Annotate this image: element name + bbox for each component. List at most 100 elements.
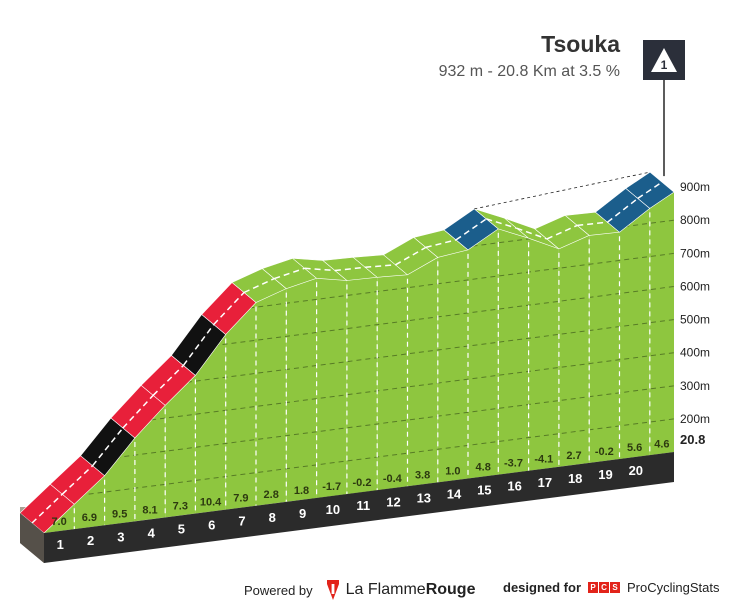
km-base-band: [44, 452, 674, 563]
climb-title: Tsouka: [541, 31, 620, 57]
km-label-13: 13: [417, 490, 431, 505]
altitude-gridline-500: [44, 319, 674, 402]
gradient-label-4: 8.1: [142, 504, 157, 516]
profile-slice-13: [407, 257, 438, 487]
km-marker-lines: [73, 212, 651, 530]
profile-slice-20: [619, 208, 650, 459]
altitude-gridline-700: [44, 252, 674, 335]
profile-slice-18: [558, 235, 590, 467]
powered-by-text: Powered by: [244, 582, 313, 598]
ribbon-centerline-5: [152, 364, 184, 396]
altitude-tick-600: 600m: [680, 280, 710, 294]
gradient-label-20: 5.6: [627, 442, 642, 454]
altitude-tick-400: 400m: [680, 346, 710, 360]
ribbon-centerline-6: [182, 324, 215, 366]
badge-category: 1: [661, 58, 668, 72]
km-label-9: 9: [299, 506, 306, 521]
ribbon-centerline-1: [31, 493, 63, 524]
ribbon-centerline-12: [365, 264, 396, 269]
profile-slice-11: [346, 277, 378, 495]
pcs-logo-c: C: [599, 582, 610, 593]
designed-for-text: designed for: [503, 580, 582, 595]
gradient-label-19: -0.2: [595, 446, 614, 458]
ribbon-centerline-9: [274, 267, 305, 280]
brand-bold: Rouge: [425, 581, 476, 598]
profile-slice-19: [589, 232, 620, 463]
ribbon-centerline-11: [334, 266, 366, 272]
ribbon-centerline-21: [637, 181, 663, 200]
km-label-5: 5: [178, 522, 185, 537]
ribbon-centerline-14: [425, 239, 457, 249]
profile-top-ribbon: [19, 171, 675, 534]
gradient-label-3: 9.5: [112, 508, 127, 520]
brand-light: La Flamme: [345, 581, 426, 598]
pcs-logo-p: P: [588, 582, 599, 593]
gradient-label-9: 1.8: [294, 485, 309, 497]
footer-designed-for: designed for P C S ProCyclingStats: [503, 580, 720, 595]
profile-slice-7: [225, 302, 256, 510]
km-label-11: 11: [356, 498, 370, 513]
ribbon-centerline-18: [546, 224, 578, 240]
profile-slice-12: [377, 274, 408, 491]
altitude-gridline-600: [44, 286, 674, 368]
ribbon-centerline-20: [607, 197, 639, 223]
profile-slice-14: [437, 249, 468, 483]
ribbon-centerline-2: [61, 465, 94, 495]
altitude-tick-300: 300m: [680, 379, 710, 393]
gradient-label-18: 2.7: [566, 450, 581, 462]
km-base-side: [20, 513, 44, 563]
ribbon-centerline-19: [577, 221, 608, 227]
gradient-label-6: 10.4: [200, 497, 222, 509]
gradient-label-17: -4.1: [534, 454, 553, 466]
gradient-label-15: 4.8: [476, 462, 491, 474]
altitude-tick-500: 500m: [680, 313, 710, 327]
ribbon-centerline-13: [395, 246, 427, 266]
km-label-6: 6: [208, 518, 215, 533]
altitude-tick-700: 700m: [680, 246, 710, 260]
profile-labels: 7.0 6.9 9.5 8.1 7.3 10.4 7.9 2.8 1.8 -1.7 -0.2 -0.4…: [51, 171, 710, 552]
ribbon-centerline-3: [92, 427, 124, 467]
gradient-label-5: 7.3: [173, 501, 188, 513]
km-label-4: 4: [148, 525, 156, 540]
total-km-label: 20.8: [680, 432, 705, 447]
profile-slice-4: [134, 405, 166, 522]
altitude-gridline-200: [44, 418, 674, 501]
ribbon-centerline-10: [304, 267, 335, 272]
profile-slice-16: [498, 228, 529, 475]
gradient-label-16: -3.7: [504, 458, 523, 470]
ribbon-centerline-15: [455, 218, 487, 241]
profile-slice-21: [649, 192, 674, 456]
profile-slice-10: [316, 278, 347, 498]
footer-powered-by: Powered by La FlammeRouge: [244, 580, 475, 600]
km-label-20: 20: [629, 463, 643, 478]
climb-summary: 932 m - 20.8 Km at 3.5 %: [438, 63, 620, 80]
profile-slices: [44, 192, 674, 533]
ribbon-centerline-4: [122, 394, 154, 429]
profile-slice-6: [195, 334, 226, 514]
la-flamme-rouge-logo-icon: [326, 580, 339, 600]
altitude-gridline-300: [44, 385, 674, 468]
pcs-logo-s: S: [610, 582, 621, 593]
gradient-label-10: -1.7: [322, 481, 341, 493]
profile-slice-2: [74, 475, 105, 530]
altitude-gridline-400: [44, 352, 674, 435]
gradient-label-1: 7.0: [51, 516, 66, 528]
ribbon-centerline-7: [213, 291, 245, 326]
gradient-label-8: 2.8: [264, 489, 279, 501]
gradient-label-12: -0.4: [383, 473, 403, 485]
profile-slice-15: [468, 228, 499, 479]
km-label-12: 12: [386, 494, 400, 509]
gradient-label-21: 4.6: [654, 439, 669, 451]
procyclingstats-link[interactable]: ProCyclingStats: [627, 580, 720, 595]
gradient-label-7: 7.9: [233, 493, 248, 505]
km-label-15: 15: [477, 483, 491, 498]
km-label-2: 2: [87, 533, 94, 548]
ribbon-centerline-8: [243, 277, 275, 294]
ribbon-centerline-17: [516, 227, 548, 240]
km-label-3: 3: [117, 529, 124, 544]
la-flamme-rouge-brand[interactable]: La FlammeRouge: [346, 581, 476, 599]
gradient-label-14: 1.0: [445, 465, 460, 477]
category-badge: 1: [643, 40, 685, 177]
badge-triangle-icon: [651, 48, 677, 72]
ribbon-centerline-16: [486, 218, 517, 229]
